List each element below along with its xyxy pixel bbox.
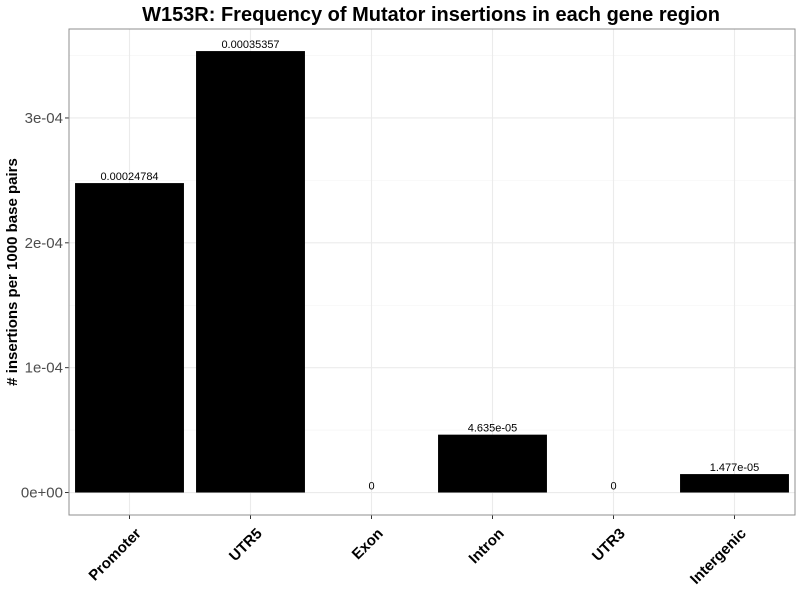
x-tick-label-intron: Intron — [466, 525, 508, 567]
data-label-layer: 0.00024784 0.00035357 0 4.635e-05 0 1.477e-05 — [100, 39, 759, 492]
bar-intron — [438, 434, 547, 493]
bar-utr5 — [196, 51, 305, 493]
x-tick-label-promoter: Promoter — [86, 525, 145, 584]
x-tick-label-utr5: UTR5 — [226, 525, 266, 565]
bar-layer — [75, 51, 789, 493]
y-tick-label-3: 3e-04 — [25, 110, 63, 127]
x-tick-label-exon: Exon — [349, 525, 387, 563]
data-label-intron: 4.635e-05 — [468, 423, 518, 435]
data-label-promoter: 0.00024784 — [100, 171, 158, 183]
data-label-utr3: 0 — [610, 481, 616, 493]
x-tick-label-utr3: UTR3 — [589, 525, 629, 565]
bar-intergenic — [680, 474, 789, 493]
y-axis-label: # insertions per 1000 base pairs — [4, 158, 21, 386]
plot-panel-border — [68, 28, 796, 516]
y-tick-label-0: 0e+00 — [21, 485, 63, 502]
chart-title: W153R: Frequency of Mutator insertions i… — [142, 4, 720, 26]
x-tick-label-intergenic: Intergenic — [687, 525, 750, 588]
y-tick-label-2: 2e-04 — [25, 235, 63, 252]
y-tick-label-1: 1e-04 — [25, 360, 63, 377]
data-label-intergenic: 1.477e-05 — [710, 462, 760, 474]
grid-layer — [69, 29, 795, 515]
data-label-utr5: 0.00035357 — [221, 39, 279, 51]
data-label-exon: 0 — [368, 481, 374, 493]
bar-promoter — [75, 183, 184, 493]
